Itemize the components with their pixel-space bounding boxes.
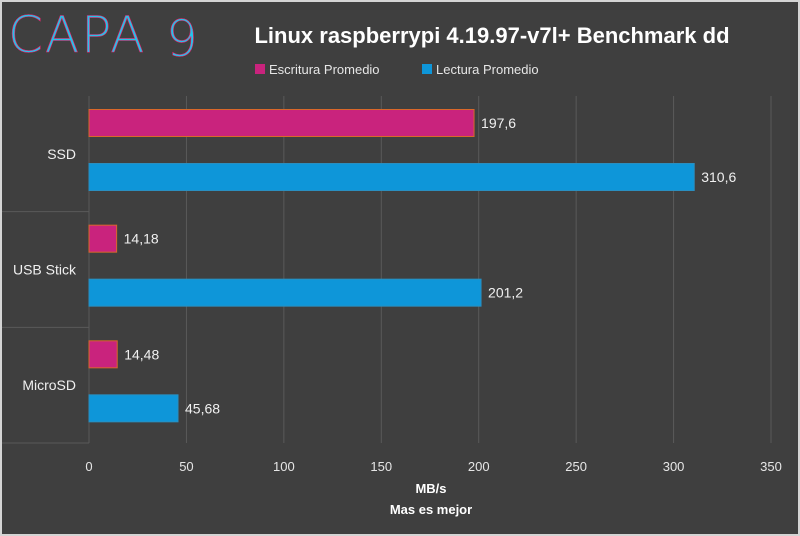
- x-axis-title: MB/s: [415, 481, 446, 496]
- bar-lectura: [88, 394, 179, 423]
- x-tick-label: 300: [663, 459, 685, 474]
- data-label: 310,6: [701, 169, 736, 185]
- x-tick-label: 350: [760, 459, 782, 474]
- legend: Escritura Promedio Lectura Promedio: [255, 62, 539, 77]
- bar-escritura: [88, 109, 475, 137]
- data-label: 14,48: [124, 346, 159, 362]
- category-labels: SSD USB Stick MicroSD: [13, 146, 77, 393]
- logo-text: CAPA: [8, 6, 146, 64]
- category-label: MicroSD: [22, 377, 76, 393]
- data-label: 201,2: [488, 285, 523, 301]
- data-label: 45,68: [185, 400, 220, 416]
- x-axis-ticks: 0 50 100 150 200 250 300 350: [85, 459, 781, 474]
- data-label: 197,6: [481, 115, 516, 131]
- chart-title: Linux raspberrypi 4.19.97-v7l+ Benchmark…: [254, 23, 729, 48]
- x-axis-subtitle: Mas es mejor: [390, 502, 472, 517]
- logo-numeral: 9: [166, 10, 200, 68]
- bar-escritura: [88, 224, 118, 253]
- data-label: 14,18: [124, 231, 159, 247]
- legend-label-read: Lectura Promedio: [436, 62, 539, 77]
- x-tick-label: 100: [273, 459, 295, 474]
- category-label: SSD: [47, 146, 76, 162]
- x-tick-label: 250: [565, 459, 587, 474]
- bar-lectura: [88, 163, 695, 191]
- x-tick-label: 50: [179, 459, 193, 474]
- x-tick-label: 200: [468, 459, 490, 474]
- category-label: USB Stick: [13, 262, 77, 278]
- bar-escritura: [88, 340, 118, 369]
- category-separators: [2, 211, 89, 444]
- legend-swatch-write: [255, 64, 265, 74]
- capa9-logo: CAPA 9: [8, 6, 200, 69]
- legend-swatch-read: [422, 64, 432, 74]
- legend-label-write: Escritura Promedio: [269, 62, 380, 77]
- x-tick-label: 0: [85, 459, 92, 474]
- x-tick-label: 150: [370, 459, 392, 474]
- bars: [88, 109, 695, 423]
- data-labels: 197,6 310,6 14,18 201,2 14,48 45,68: [124, 115, 737, 416]
- bar-lectura: [88, 278, 482, 307]
- gridlines: [88, 96, 772, 443]
